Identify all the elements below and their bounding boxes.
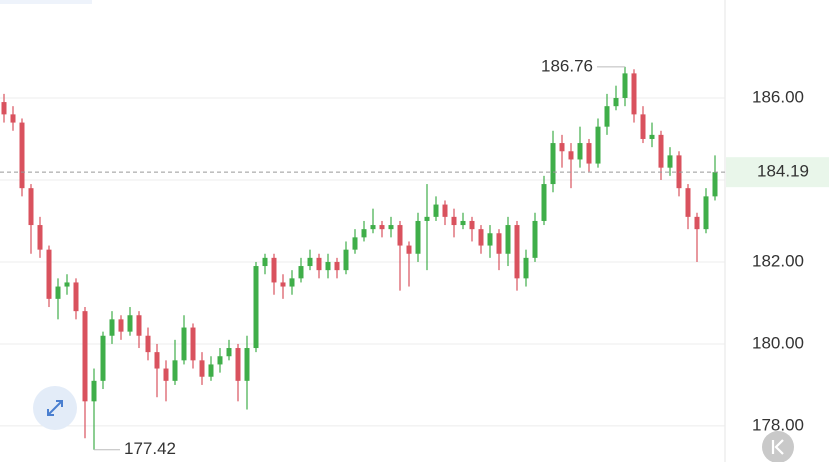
candle-body [397,225,403,246]
candle-body [208,364,214,377]
candle-body [28,188,34,226]
candle-body [460,220,466,226]
top-tab [0,0,92,4]
candle-body [658,134,664,168]
candle-body [559,143,565,152]
candle-body [109,319,115,336]
candle-body [595,126,601,164]
candle-body [217,356,223,365]
candle-body [478,229,484,246]
collapse-button[interactable] [762,431,794,462]
candle-body [55,286,61,299]
y-tick-label: 182.00 [752,251,804,270]
candle-body [649,134,655,139]
candle-body [226,348,232,357]
candle-body [487,233,493,246]
candle-body [298,266,304,279]
candle-body [235,348,241,381]
candle-body [64,282,70,287]
candle-body [1,102,7,115]
candle-body [73,282,79,312]
candle-body [37,225,43,250]
candle-body [406,245,412,254]
candle-body [244,348,250,381]
candle-body [19,122,25,189]
y-tick-label: 186.00 [752,87,804,106]
y-tick-label: 180.00 [752,333,804,352]
candle-body [613,97,619,107]
candle-body [361,229,367,238]
candle-body [172,360,178,381]
candle-body [190,327,196,361]
candle-body [199,360,205,377]
candle-body [379,225,385,230]
candle-body [343,249,349,271]
last-price-box [726,157,829,188]
candle-body [541,184,547,221]
candle-body [667,155,673,168]
candle-body [271,257,277,283]
candle-body [82,311,88,402]
candle-body [442,204,448,217]
candle-body [289,278,295,287]
candle-body [307,257,313,267]
candle-body [136,315,142,336]
candle-body [568,151,574,160]
candle-body [631,73,637,115]
candle-body [586,143,592,164]
candle-body [10,114,16,123]
candle-body [91,380,97,402]
candle-body [640,114,646,139]
candle-body [505,225,511,254]
candle-body [334,261,340,271]
candle-body [181,327,187,361]
candle-body [145,335,151,353]
y-tick-label: 178.00 [752,415,804,434]
candle-body [325,261,331,271]
overlay: 186.76 177.42 184.19 [0,56,829,458]
candle-body [451,216,457,226]
candle-body [433,204,439,217]
candle-body [316,257,322,271]
candle-body [523,257,529,279]
candle-body [424,216,430,221]
candle-body [262,257,268,267]
max-label: 186.76 [541,56,593,75]
candle-body [163,368,169,381]
candle-body [622,73,628,98]
candle-body [604,106,610,127]
candle-body [550,143,556,185]
candle-body [127,315,133,332]
candles [1,66,718,450]
last-price-label: 184.19 [757,162,809,181]
candle-body [370,225,376,230]
candle-body [694,216,700,230]
candle-body [415,220,421,254]
candle-body [469,220,475,230]
candle-body [100,335,106,381]
min-label: 177.42 [124,439,176,458]
expand-button[interactable] [33,386,77,430]
candle-body [118,319,124,332]
candle-body [685,188,691,217]
candle-body [280,282,286,287]
candle-body [577,143,583,160]
candle-body [496,233,502,254]
candle-body [514,225,520,279]
candle-body [253,266,259,349]
candle-body [532,220,538,258]
candle-body [352,237,358,250]
candle-body [703,196,709,230]
candle-body [46,249,52,299]
candle-body [154,352,160,369]
candle-body [712,172,718,197]
candle-body [388,225,394,230]
